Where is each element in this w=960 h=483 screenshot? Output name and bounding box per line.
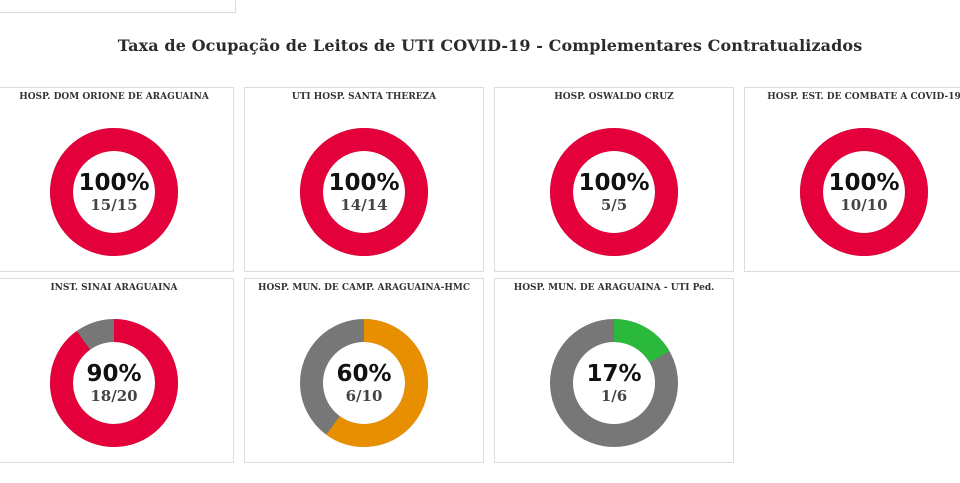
percent-label: 90%: [86, 361, 141, 387]
page-title: Taxa de Ocupação de Leitos de UTI COVID-…: [117, 36, 863, 55]
ratio-label: 6/10: [346, 387, 383, 405]
occupancy-donut[interactable]: 100% 14/14: [300, 128, 428, 256]
occupancy-card: HOSP. MUN. DE CAMP. ARAGUAINA-HMC 60% 6/…: [244, 278, 484, 463]
occupancy-card: HOSP. DOM ORIONE DE ARAGUAINA 100% 15/15: [0, 87, 234, 272]
ratio-label: 15/15: [90, 196, 137, 214]
occupied-beds-arc[interactable]: [550, 128, 678, 256]
occupancy-card: INST. SINAI ARAGUAINA 90% 18/20: [0, 278, 234, 463]
ratio-label: 14/14: [340, 196, 387, 214]
occupancy-donut[interactable]: 100% 10/10: [800, 128, 928, 256]
ratio-label: 10/10: [840, 196, 887, 214]
occupancy-donut[interactable]: 60% 6/10: [300, 319, 428, 447]
hospital-name: INST. SINAI ARAGUAINA: [50, 283, 178, 293]
ratio-label: 5/5: [601, 196, 627, 214]
hospital-name: HOSP. DOM ORIONE DE ARAGUAINA: [19, 92, 209, 102]
occupancy-donut[interactable]: 90% 18/20: [50, 319, 178, 447]
hospital-name: HOSP. EST. DE COMBATE A COVID-19: [767, 92, 960, 102]
occupied-beds-arc[interactable]: [300, 128, 428, 256]
occupancy-donut[interactable]: 17% 1/6: [550, 319, 678, 447]
ratio-label: 18/20: [90, 387, 137, 405]
occupied-beds-arc[interactable]: [50, 128, 178, 256]
occupied-beds-arc[interactable]: [50, 319, 178, 447]
previous-panel-edge: [0, 0, 236, 13]
ratio-label: 1/6: [601, 387, 627, 405]
hospital-name: HOSP. MUN. DE CAMP. ARAGUAINA-HMC: [257, 283, 471, 293]
percent-label: 17%: [586, 361, 641, 387]
occupancy-donut[interactable]: 100% 15/15: [50, 128, 178, 256]
hospital-name: UTI HOSP. SANTA THEREZA: [291, 92, 437, 102]
percent-label: 100%: [828, 170, 899, 196]
occupancy-card: HOSP. MUN. DE ARAGUAINA - UTI Ped. 17% 1…: [494, 278, 734, 463]
occupancy-card: HOSP. EST. DE COMBATE A COVID-19 100% 10…: [744, 87, 960, 272]
occupied-beds-arc[interactable]: [550, 319, 678, 447]
percent-label: 100%: [578, 170, 649, 196]
occupancy-card: UTI HOSP. SANTA THEREZA 100% 14/14: [244, 87, 484, 272]
hospital-name: HOSP. OSWALDO CRUZ: [554, 92, 674, 102]
percent-label: 60%: [336, 361, 391, 387]
hospital-name: HOSP. MUN. DE ARAGUAINA - UTI Ped.: [513, 283, 715, 293]
occupied-beds-arc[interactable]: [800, 128, 928, 256]
occupancy-donut[interactable]: 100% 5/5: [550, 128, 678, 256]
percent-label: 100%: [328, 170, 399, 196]
percent-label: 100%: [78, 170, 149, 196]
occupancy-card: HOSP. OSWALDO CRUZ 100% 5/5: [494, 87, 734, 272]
occupied-beds-arc[interactable]: [300, 319, 428, 447]
